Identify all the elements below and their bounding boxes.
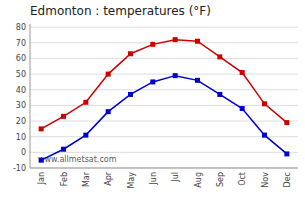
marker: [106, 109, 111, 114]
grid-line: [30, 105, 298, 106]
y-tick-label: 40: [16, 86, 26, 95]
grid-line: [30, 168, 298, 169]
x-tick-label: Dec: [283, 172, 292, 187]
x-tick-label: Jul: [171, 172, 180, 183]
marker: [61, 147, 66, 152]
y-tick-label: 10: [16, 133, 26, 142]
marker: [106, 72, 111, 77]
marker: [195, 39, 200, 44]
x-tick-label: Oct: [238, 172, 247, 186]
series-line: [41, 40, 287, 129]
x-tick-label: Apr: [104, 171, 113, 186]
marker: [173, 73, 178, 78]
title: Edmonton : temperatures (°F): [30, 4, 211, 18]
marker: [83, 133, 88, 138]
x-tick-label: Nov: [261, 172, 270, 188]
series-line: [41, 76, 287, 161]
y-tick-label: 80: [16, 23, 26, 32]
y-tick-label: -10: [13, 164, 26, 173]
chart: Edmonton : temperatures (°F) -10 0 10 20 30 40…: [0, 0, 305, 200]
marker: [39, 126, 44, 131]
marker: [284, 120, 289, 125]
grid-line: [30, 152, 298, 153]
grid-line: [30, 89, 298, 90]
marker: [240, 70, 245, 75]
marker: [39, 158, 44, 163]
marker: [128, 51, 133, 56]
x-tick-label: Jan: [37, 172, 46, 185]
x-tick-label: Aug: [194, 172, 203, 188]
marker: [240, 106, 245, 111]
marker: [262, 101, 267, 106]
marker: [61, 114, 66, 119]
x-tick-label: Jun: [149, 172, 158, 186]
y-tick-label: 20: [16, 117, 26, 126]
plot-area: [39, 37, 290, 163]
marker: [284, 151, 289, 156]
x-tick-label: Mar: [82, 171, 91, 187]
x-tick-label: Feb: [60, 172, 69, 186]
marker: [217, 92, 222, 97]
marker: [150, 42, 155, 47]
y-tick-label: 30: [16, 101, 26, 110]
x-tick-label: May: [127, 172, 136, 189]
x-axis: [30, 168, 298, 169]
y-axis: [30, 24, 31, 168]
grid-line: [30, 58, 298, 59]
marker: [173, 37, 178, 42]
grid-line: [30, 121, 298, 122]
marker: [83, 100, 88, 105]
marker: [217, 54, 222, 59]
y-tick-label: 70: [16, 39, 26, 48]
marker: [262, 133, 267, 138]
y-tick-label: 0: [21, 148, 26, 157]
grid-line: [30, 74, 298, 75]
grid-line: [30, 136, 298, 137]
marker: [150, 79, 155, 84]
x-tick-label: Sep: [216, 172, 225, 187]
y-tick-label: 60: [16, 54, 26, 63]
marker: [195, 78, 200, 83]
y-tick-label: 50: [16, 70, 26, 79]
marker: [128, 92, 133, 97]
grid-line: [30, 27, 298, 28]
